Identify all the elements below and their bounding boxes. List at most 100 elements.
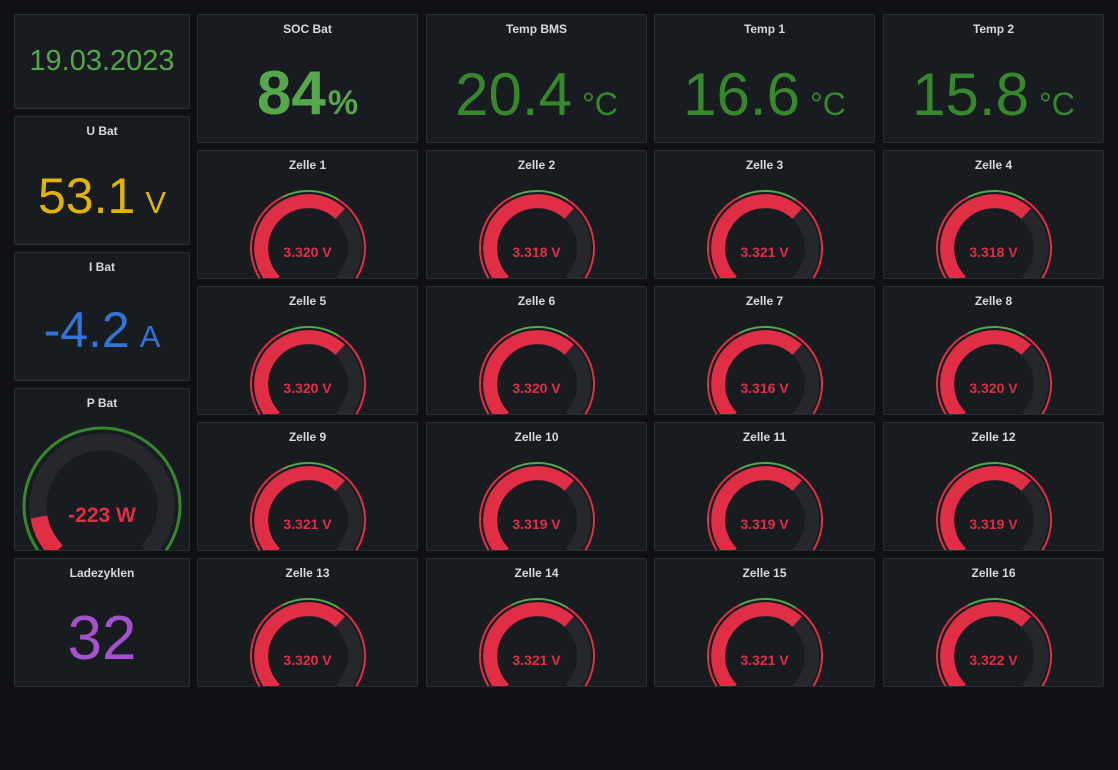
cell-16-panel[interactable]: Zelle 16 3.322 V bbox=[883, 558, 1104, 687]
gauge-threshold-arc bbox=[510, 598, 569, 609]
date-value: 19.03.2023 bbox=[29, 45, 175, 77]
gauge-threshold-arc bbox=[510, 326, 569, 337]
ladezyklen-panel[interactable]: Ladezyklen 32 bbox=[14, 558, 190, 687]
panel-title: Zelle 1 bbox=[288, 158, 327, 172]
gauge-threshold-arc bbox=[967, 190, 1026, 201]
gauge-threshold-arc bbox=[1024, 335, 1052, 414]
gauge-track bbox=[29, 433, 175, 550]
temp-2-panel[interactable]: Temp 2 15.8 °C bbox=[883, 14, 1104, 143]
temp-1-value: 16.6 bbox=[683, 61, 800, 128]
cell-6-panel[interactable]: Zelle 6 3.320 V bbox=[426, 286, 647, 415]
gauge-threshold-arc bbox=[250, 468, 283, 550]
gauge-threshold-arc bbox=[1024, 607, 1052, 686]
gauge-threshold-arc bbox=[707, 468, 740, 550]
cell-5-panel[interactable]: Zelle 5 3.320 V bbox=[197, 286, 418, 415]
gauge-threshold-arc bbox=[22, 426, 182, 550]
gauge-threshold-arc bbox=[281, 326, 340, 337]
i-bat-panel[interactable]: I Bat -4.2 A bbox=[14, 252, 190, 381]
gauge-threshold-arc bbox=[1024, 471, 1052, 550]
gauge-threshold-arc bbox=[510, 190, 569, 201]
u-bat-unit: V bbox=[145, 185, 166, 220]
cell-voltage-value: 3.320 V bbox=[512, 380, 561, 396]
temp-1-panel[interactable]: Temp 1 16.6 °C bbox=[654, 14, 875, 143]
cell-4-panel[interactable]: Zelle 4 3.318 V bbox=[883, 150, 1104, 279]
gauge-threshold-arc bbox=[479, 196, 512, 278]
cell-7-panel[interactable]: Zelle 7 3.316 V bbox=[654, 286, 875, 415]
cell-12-panel[interactable]: Zelle 12 3.319 V bbox=[883, 422, 1104, 551]
cell-voltage-value: 3.320 V bbox=[283, 652, 332, 668]
cell-voltage-value: 3.319 V bbox=[512, 516, 561, 532]
gauge-threshold-arc bbox=[936, 196, 969, 278]
cell-voltage-value: 3.320 V bbox=[969, 380, 1018, 396]
gauge-threshold-arc bbox=[936, 604, 969, 686]
gauge-threshold-arc bbox=[738, 598, 797, 609]
panel-title: Ladezyklen bbox=[69, 566, 135, 580]
gauge-value-arc bbox=[483, 466, 574, 550]
cell-gauge bbox=[936, 190, 1052, 278]
cell-gauge bbox=[479, 190, 595, 278]
gauge-threshold-arc bbox=[479, 604, 512, 686]
cell-3-panel[interactable]: Zelle 3 3.321 V bbox=[654, 150, 875, 279]
gauge-value-arc bbox=[483, 602, 574, 686]
panel-title: Zelle 16 bbox=[971, 566, 1016, 580]
cell-voltage-value: 3.321 V bbox=[740, 652, 789, 668]
panel-title: U Bat bbox=[86, 124, 118, 138]
panel-title: Zelle 3 bbox=[745, 158, 784, 172]
cell-voltage-value: 3.322 V bbox=[969, 652, 1018, 668]
cell-gauge bbox=[479, 326, 595, 414]
cell-10-panel[interactable]: Zelle 10 3.319 V bbox=[426, 422, 647, 551]
panel-title: Zelle 12 bbox=[971, 430, 1016, 444]
temp-bms-panel[interactable]: Temp BMS 20.4 °C bbox=[426, 14, 647, 143]
cell-13-panel[interactable]: Zelle 13 3.320 V bbox=[197, 558, 418, 687]
gauge-threshold-arc bbox=[795, 199, 823, 278]
gauge-threshold-arc bbox=[936, 468, 969, 550]
cell-15-panel[interactable]: Zelle 15 3.321 V bbox=[654, 558, 875, 687]
gauge-threshold-arc bbox=[567, 335, 595, 414]
soc-bat-panel[interactable]: SOC Bat 84% bbox=[197, 14, 418, 143]
cell-11-panel[interactable]: Zelle 11 3.319 V bbox=[654, 422, 875, 551]
cell-gauge bbox=[707, 326, 823, 414]
cell-14-panel[interactable]: Zelle 14 3.321 V bbox=[426, 558, 647, 687]
gauge-threshold-arc bbox=[707, 604, 740, 686]
gauge-threshold-arc bbox=[250, 604, 283, 686]
gauge-threshold-arc bbox=[338, 471, 366, 550]
gauge-threshold-arc bbox=[479, 332, 512, 414]
p-bat-panel[interactable]: P Bat -223 W bbox=[14, 388, 190, 551]
panel-title: Zelle 9 bbox=[288, 430, 327, 444]
gauge-threshold-arc bbox=[338, 335, 366, 414]
soc-bat-unit: % bbox=[327, 84, 359, 122]
gauge-value-arc bbox=[711, 466, 802, 550]
cell-gauge bbox=[936, 598, 1052, 686]
gauge-threshold-arc bbox=[738, 190, 797, 201]
panel-title: Zelle 4 bbox=[974, 158, 1013, 172]
date-panel[interactable]: 19.03.2023 bbox=[14, 14, 190, 109]
cell-8-panel[interactable]: Zelle 8 3.320 V bbox=[883, 286, 1104, 415]
temp-bms-value: 20.4 bbox=[455, 61, 572, 128]
cell-voltage-value: 3.320 V bbox=[283, 244, 332, 260]
panel-title: Zelle 13 bbox=[285, 566, 330, 580]
gauge-threshold-arc bbox=[250, 332, 283, 414]
cell-gauge bbox=[479, 598, 595, 686]
gauge-threshold-arc bbox=[967, 326, 1026, 337]
gauge-threshold-arc bbox=[567, 199, 595, 278]
panel-title: I Bat bbox=[88, 260, 115, 274]
i-bat-value: -4.2 bbox=[43, 302, 130, 358]
gauge-value-arc bbox=[254, 194, 345, 278]
gauge-threshold-arc bbox=[738, 326, 797, 337]
cell-2-panel[interactable]: Zelle 2 3.318 V bbox=[426, 150, 647, 279]
cell-voltage-value: 3.321 V bbox=[740, 244, 789, 260]
u-bat-panel[interactable]: U Bat 53.1 V bbox=[14, 116, 190, 245]
gauge-value-arc bbox=[254, 466, 345, 550]
cell-1-panel[interactable]: Zelle 1 3.320 V bbox=[197, 150, 418, 279]
gauge-value-arc bbox=[483, 330, 574, 414]
gauge-threshold-arc bbox=[967, 598, 1026, 609]
cell-gauge bbox=[250, 462, 366, 550]
panel-title: Zelle 15 bbox=[742, 566, 787, 580]
p-bat-gauge bbox=[22, 426, 182, 550]
cell-gauge bbox=[250, 190, 366, 278]
cell-voltage-value: 3.319 V bbox=[740, 516, 789, 532]
gauge-value-arc bbox=[254, 330, 345, 414]
gauge-threshold-arc bbox=[510, 462, 569, 473]
cell-9-panel[interactable]: Zelle 9 3.321 V bbox=[197, 422, 418, 551]
gauge-threshold-arc bbox=[338, 607, 366, 686]
